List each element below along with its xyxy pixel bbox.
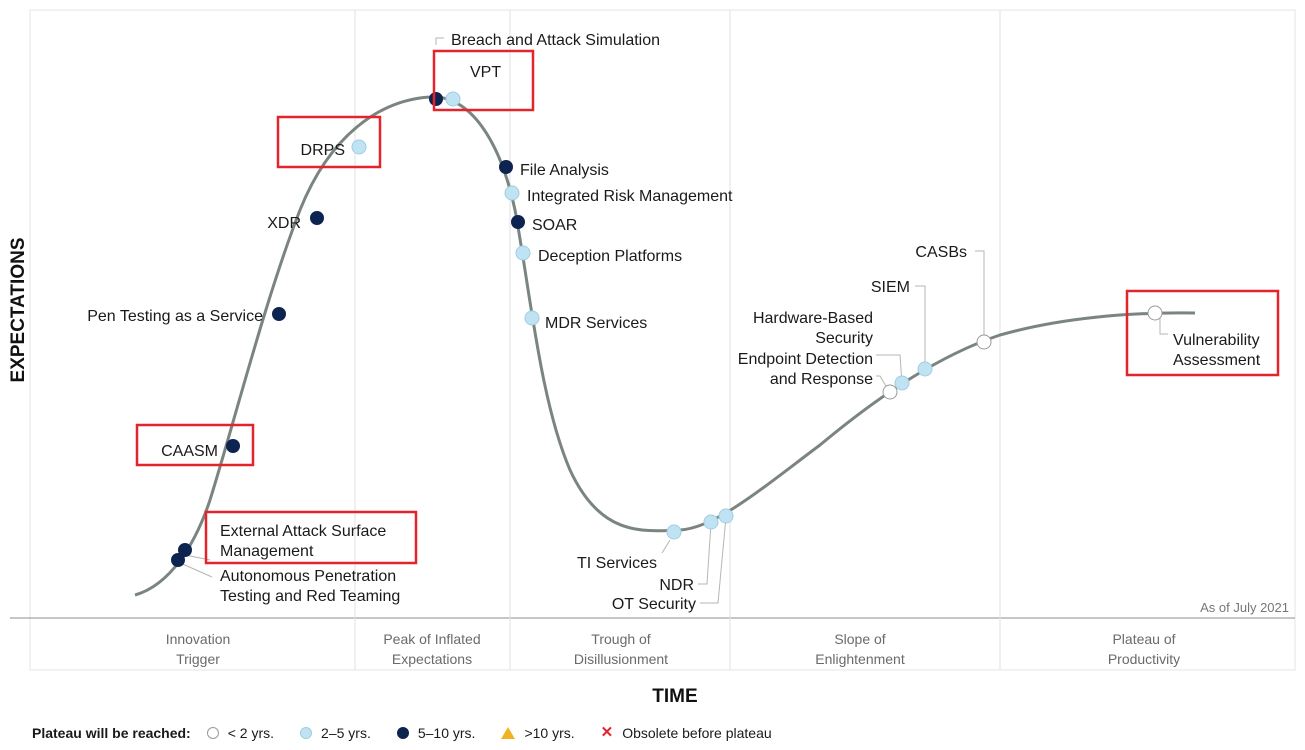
x-axis-title: TIME — [652, 686, 697, 707]
marker-xdr — [310, 211, 324, 225]
svg-text:Vulnerability: Vulnerability — [1173, 332, 1260, 349]
tech-label-integrated-risk-management: Integrated Risk Management — [527, 188, 733, 205]
legend-item-over-10-yrs: >10 yrs. — [501, 725, 575, 741]
legend-label: 2–5 yrs. — [321, 725, 371, 741]
marker-ot-security — [718, 508, 734, 524]
tech-label-ot-security: OT Security — [612, 596, 696, 613]
marker-breach-and-attack-simulation — [429, 92, 443, 106]
hype-curve — [134, 95, 1196, 597]
marker-ti-services — [666, 524, 682, 540]
marker-ndr — [703, 514, 719, 530]
tech-label-soar: SOAR — [532, 217, 577, 234]
legend-item-under-2-yrs: < 2 yrs. — [206, 725, 275, 741]
marker-caasm — [226, 439, 240, 453]
legend: Plateau will be reached: < 2 yrs. 2–5 yr… — [32, 722, 798, 744]
legend-item-5-10-yrs: 5–10 yrs. — [396, 725, 476, 741]
legend-label: >10 yrs. — [524, 725, 575, 741]
highlight-boxes — [135, 49, 1280, 565]
svg-text:Slope of: Slope of — [834, 631, 885, 647]
svg-text:Trough of: Trough of — [591, 631, 651, 647]
yellow-triangle-icon — [501, 727, 516, 739]
marker-soar — [511, 215, 525, 229]
tech-label-breach-and-attack-simulation: Breach and Attack Simulation — [451, 32, 660, 49]
svg-text:and Response: and Response — [770, 371, 873, 388]
tech-label-vpt: VPT — [470, 64, 501, 81]
tech-label-ti-services: TI Services — [577, 555, 657, 572]
svg-text:Assessment: Assessment — [1173, 352, 1261, 369]
highlight-box-drps — [276, 115, 382, 169]
phase-peak-of-inflated-expectations: Peak of Inflated Expectations — [383, 631, 480, 667]
y-axis-title: EXPECTATIONS — [8, 238, 29, 383]
svg-text:Testing and Red Teaming: Testing and Red Teaming — [220, 588, 400, 605]
tech-label-ndr: NDR — [659, 577, 694, 594]
tech-label-caasm: CAASM — [161, 443, 218, 460]
marker-vulnerability-assessment — [1147, 305, 1163, 321]
marker-autonomous-penetration-testing — [171, 553, 185, 567]
legend-item-2-5-yrs: 2–5 yrs. — [300, 725, 371, 741]
svg-text:Disillusionment: Disillusionment — [574, 651, 668, 667]
svg-text:Peak of Inflated: Peak of Inflated — [383, 631, 480, 647]
marker-vpt — [445, 91, 461, 107]
phase-separators — [354, 10, 1001, 670]
tech-label-pen-testing-as-a-service: Pen Testing as a Service — [87, 308, 263, 325]
highlight-box-vpt — [432, 49, 535, 112]
marker-casbs — [976, 334, 992, 350]
as-of-note: As of July 2021 — [1200, 600, 1289, 615]
highlight-box-vulnerability-assessment — [1125, 289, 1280, 377]
tech-markers — [171, 91, 1163, 567]
navy-circle-icon — [396, 727, 409, 739]
tech-label-endpoint-detection-and-response: Endpoint Detection and Response — [738, 351, 873, 388]
legend-item-obsolete: ✕ Obsolete before plateau — [601, 725, 772, 741]
legend-label: < 2 yrs. — [227, 725, 275, 741]
tech-label-xdr: XDR — [267, 215, 301, 232]
marker-file-analysis — [499, 160, 513, 174]
legend-label: Obsolete before plateau — [622, 725, 772, 741]
white-circle-icon — [206, 727, 219, 739]
light-blue-circle-icon — [300, 727, 313, 739]
highlight-box-caasm — [135, 423, 255, 467]
svg-text:External Attack Surface: External Attack Surface — [220, 523, 386, 540]
hype-cycle-diagram: Innovation Trigger Peak of Inflated Expe… — [8, 9, 1296, 707]
tech-label-drps: DRPS — [301, 142, 345, 159]
phase-trough-of-disillusionment: Trough of Disillusionment — [574, 631, 668, 667]
red-x-icon: ✕ — [600, 724, 614, 741]
svg-text:Innovation: Innovation — [166, 631, 231, 647]
phase-innovation-trigger: Innovation Trigger — [166, 631, 231, 667]
svg-text:Endpoint Detection: Endpoint Detection — [738, 351, 873, 368]
marker-mdr-services — [524, 310, 540, 326]
marker-siem — [917, 361, 933, 377]
marker-deception-platforms — [515, 245, 531, 261]
svg-text:Autonomous Penetration: Autonomous Penetration — [220, 568, 396, 585]
tech-label-file-analysis: File Analysis — [520, 162, 609, 179]
marker-pen-testing-as-a-service — [272, 307, 286, 321]
tech-label-external-attack-surface-management: External Attack Surface Management — [220, 523, 386, 560]
phase-slope-of-enlightenment: Slope of Enlightenment — [815, 631, 905, 667]
marker-hardware-based-security — [894, 375, 910, 391]
legend-label: 5–10 yrs. — [417, 725, 476, 741]
svg-text:Enlightenment: Enlightenment — [815, 651, 905, 667]
tech-label-siem: SIEM — [871, 279, 910, 296]
highlight-box-external-attack-surface-management — [204, 510, 418, 565]
tech-label-casbs: CASBs — [915, 244, 967, 261]
phase-plateau-of-productivity: Plateau of Productivity — [1108, 631, 1180, 667]
tech-label-mdr-services: MDR Services — [545, 315, 647, 332]
marker-endpoint-detection-and-response — [882, 384, 898, 400]
svg-text:Security: Security — [815, 330, 873, 347]
svg-text:Trigger: Trigger — [176, 651, 220, 667]
svg-text:Hardware-Based: Hardware-Based — [753, 310, 873, 327]
marker-drps — [351, 139, 367, 155]
svg-text:Management: Management — [220, 543, 314, 560]
plot-frame — [29, 9, 1296, 671]
marker-external-attack-surface-management — [178, 543, 192, 557]
marker-integrated-risk-management — [504, 185, 520, 201]
tech-label-autonomous-penetration-testing: Autonomous Penetration Testing and Red T… — [220, 568, 400, 605]
tech-label-hardware-based-security: Hardware-Based Security — [753, 310, 873, 347]
svg-text:Plateau of: Plateau of — [1112, 631, 1175, 647]
legend-title: Plateau will be reached: — [32, 725, 191, 741]
svg-text:Expectations: Expectations — [392, 651, 472, 667]
svg-text:Productivity: Productivity — [1108, 651, 1180, 667]
tech-label-deception-platforms: Deception Platforms — [538, 248, 682, 265]
tech-label-vulnerability-assessment: Vulnerability Assessment — [1173, 332, 1261, 369]
leader-lines — [177, 37, 1168, 604]
